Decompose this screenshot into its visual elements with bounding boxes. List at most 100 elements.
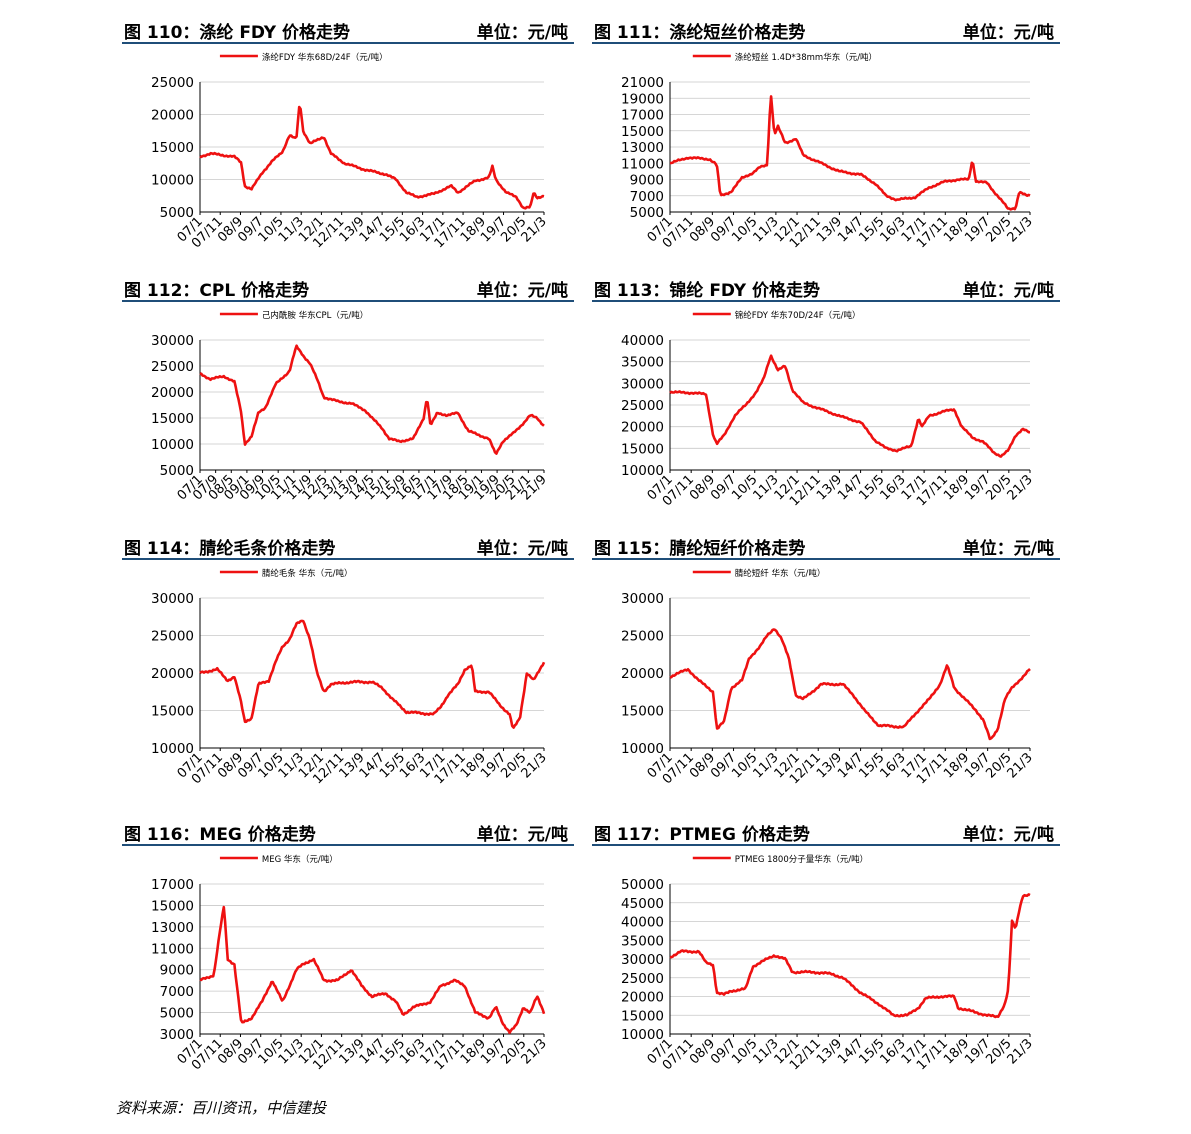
chart-title: 图 116：MEG 价格走势 — [124, 825, 316, 845]
y-tick-label: 13000 — [621, 140, 664, 156]
series-line — [199, 619, 546, 729]
line-chart-nylon-fdy: 锦纶FDY 华东70D/24F（元/吨） 10000 15000 20000 25000… — [592, 304, 1060, 526]
legend: 腈纶短纤 华东（元/吨） — [692, 568, 826, 579]
legend-label: 涤纶FDY 华东68D/24F（元/吨） — [262, 52, 388, 63]
y-tick-label: 50000 — [621, 877, 664, 893]
series-line — [669, 95, 1031, 211]
y-tick-label: 20000 — [621, 666, 664, 682]
legend: 涤纶FDY 华东68D/24F（元/吨） — [219, 52, 388, 63]
y-tick-label: 9000 — [160, 963, 194, 979]
y-tick-label: 19000 — [621, 91, 664, 107]
legend: 锦纶FDY 华东70D/24F（元/吨） — [692, 310, 861, 321]
panel-fig112: 图 112：CPL 价格走势 单位：元/吨 己内酰胺 华东CPL（元/吨） 500… — [122, 272, 574, 522]
panel-header: 图 117：PTMEG 价格走势 单位：元/吨 — [592, 816, 1060, 846]
unit-label: 单位：元/吨 — [476, 539, 568, 559]
chart-title: 图 110：涤纶 FDY 价格走势 — [124, 23, 351, 43]
series-line — [669, 893, 1031, 1019]
y-tick-label: 3000 — [160, 1027, 194, 1043]
line-chart-meg: MEG 华东（元/吨） 3000 5000 7000 9000 11000 13000 150… — [122, 848, 574, 1090]
unit-label: 单位：元/吨 — [962, 281, 1054, 301]
legend: PTMEG 1800分子量华东（元/吨） — [692, 854, 868, 865]
panel-fig116: 图 116：MEG 价格走势 单位：元/吨 MEG 华东（元/吨） 3000 500… — [122, 816, 574, 1086]
y-tick-label: 20000 — [151, 108, 194, 124]
y-tick-label: 7000 — [630, 189, 664, 205]
chart-title: 图 112：CPL 价格走势 — [124, 281, 310, 301]
y-tick-label: 11000 — [151, 941, 194, 957]
y-tick-label: 9000 — [630, 173, 664, 189]
legend-label: 腈纶短纤 华东（元/吨） — [735, 568, 826, 579]
y-tick-label: 5000 — [160, 463, 194, 479]
y-tick-label: 11000 — [621, 156, 664, 172]
y-tick-label: 30000 — [151, 591, 194, 607]
legend: 涤纶短丝 1.4D*38mm华东（元/吨） — [692, 52, 877, 63]
panel-fig115: 图 115：腈纶短纤价格走势 单位：元/吨 腈纶短纤 华东（元/吨） 10000 1… — [592, 530, 1060, 800]
y-tick-label: 25000 — [151, 359, 194, 375]
legend-label: PTMEG 1800分子量华东（元/吨） — [735, 854, 868, 865]
legend-label: 己内酰胺 华东CPL（元/吨） — [262, 310, 368, 321]
y-tick-label: 30000 — [621, 591, 664, 607]
line-chart-ptmeg: PTMEG 1800分子量华东（元/吨） 10000 15000 20000 25000… — [592, 848, 1060, 1090]
unit-label: 单位：元/吨 — [962, 23, 1054, 43]
panel-header: 图 111：涤纶短丝价格走势 单位：元/吨 — [592, 14, 1060, 44]
line-chart-polyester-staple: 涤纶短丝 1.4D*38mm华东（元/吨） 5000 7000 9000 11000 13… — [592, 46, 1060, 268]
chart-title: 图 111：涤纶短丝价格走势 — [594, 23, 806, 43]
panel-header: 图 113：锦纶 FDY 价格走势 单位：元/吨 — [592, 272, 1060, 302]
y-tick-label: 25000 — [621, 971, 664, 987]
y-tick-label: 17000 — [151, 877, 194, 893]
x-tick-label: 21/3 — [1005, 472, 1036, 503]
y-tick-label: 13000 — [151, 920, 194, 936]
panel-header: 图 112：CPL 价格走势 单位：元/吨 — [122, 272, 574, 302]
y-tick-label: 35000 — [621, 933, 664, 949]
y-tick-label: 30000 — [621, 952, 664, 968]
y-tick-label: 15000 — [621, 441, 664, 457]
panel-header: 图 110：涤纶 FDY 价格走势 单位：元/吨 — [122, 14, 574, 44]
chart-title: 图 117：PTMEG 价格走势 — [594, 825, 810, 845]
y-tick-label: 15000 — [621, 1008, 664, 1024]
series-line — [669, 354, 1030, 458]
unit-label: 单位：元/吨 — [476, 281, 568, 301]
y-tick-label: 25000 — [621, 629, 664, 645]
chart-svg: 腈纶短纤 华东（元/吨）100001500020000250003000007/… — [621, 568, 1036, 787]
chart-svg: MEG 华东（元/吨） 3000 5000 7000 9000 11000 13000 150… — [151, 854, 550, 1073]
chart-svg: PTMEG 1800分子量华东（元/吨） 10000 15000 20000 25000… — [621, 854, 1036, 1073]
source-note: 资料来源：百川资讯，中信建投 — [116, 1099, 327, 1117]
y-tick-label: 40000 — [621, 333, 664, 349]
chart-svg: 己内酰胺 华东CPL（元/吨） 5000 10000 15000 20000 25000 3… — [151, 310, 550, 503]
y-tick-label: 15000 — [151, 704, 194, 720]
y-tick-label: 25000 — [151, 629, 194, 645]
x-tick-label: 21/3 — [1005, 750, 1036, 781]
y-tick-label: 20000 — [151, 666, 194, 682]
legend-label: MEG 华东（元/吨） — [262, 854, 338, 865]
series-line — [199, 905, 546, 1034]
x-tick-label: 21/3 — [1005, 1036, 1036, 1067]
y-tick-label: 20000 — [621, 990, 664, 1006]
legend-label: 锦纶FDY 华东70D/24F（元/吨） — [735, 310, 861, 321]
chart-svg: 涤纶短丝 1.4D*38mm华东（元/吨） 5000700090001100013… — [621, 52, 1036, 251]
y-tick-label: 20000 — [621, 420, 664, 436]
chart-svg: 锦纶FDY 华东70D/24F（元/吨） 10000 15000 20000 25000… — [621, 310, 1036, 509]
panel-fig117: 图 117：PTMEG 价格走势 单位：元/吨 PTMEG 1800分子量华东（… — [592, 816, 1060, 1086]
y-tick-label: 5000 — [630, 205, 664, 221]
unit-label: 单位：元/吨 — [962, 539, 1054, 559]
y-tick-label: 17000 — [621, 108, 664, 124]
panel-fig113: 图 113：锦纶 FDY 价格走势 单位：元/吨 锦纶FDY 华东70D/24F… — [592, 272, 1060, 522]
chart-title: 图 114：腈纶毛条价格走势 — [124, 539, 336, 559]
series-line — [199, 344, 545, 455]
unit-label: 单位：元/吨 — [476, 23, 568, 43]
chart-svg: 涤纶FDY 华东68D/24F（元/吨） 5000 10000 15000 20000 2… — [151, 52, 550, 251]
y-tick-label: 15000 — [621, 124, 664, 140]
line-chart-polyester-fdy: 涤纶FDY 华东68D/24F（元/吨） 5000 10000 15000 20000 2… — [122, 46, 574, 268]
line-chart-acrylic-staple: 腈纶短纤 华东（元/吨） 10000 15000 20000 25000 30000 07/… — [592, 562, 1060, 804]
y-tick-label: 21000 — [621, 75, 664, 91]
y-tick-label: 30000 — [151, 333, 194, 349]
panel-header: 图 115：腈纶短纤价格走势 单位：元/吨 — [592, 530, 1060, 560]
y-tick-label: 10000 — [621, 463, 664, 479]
panel-fig110: 图 110：涤纶 FDY 价格走势 单位：元/吨 涤纶FDY 华东68D/24F… — [122, 14, 574, 264]
y-tick-label: 30000 — [621, 376, 664, 392]
chart-title: 图 113：锦纶 FDY 价格走势 — [594, 281, 821, 301]
y-tick-label: 10000 — [621, 1027, 664, 1043]
series-line — [199, 105, 545, 210]
y-tick-label: 15000 — [151, 411, 194, 427]
legend: MEG 华东（元/吨） — [219, 854, 338, 865]
y-tick-label: 25000 — [621, 398, 664, 414]
